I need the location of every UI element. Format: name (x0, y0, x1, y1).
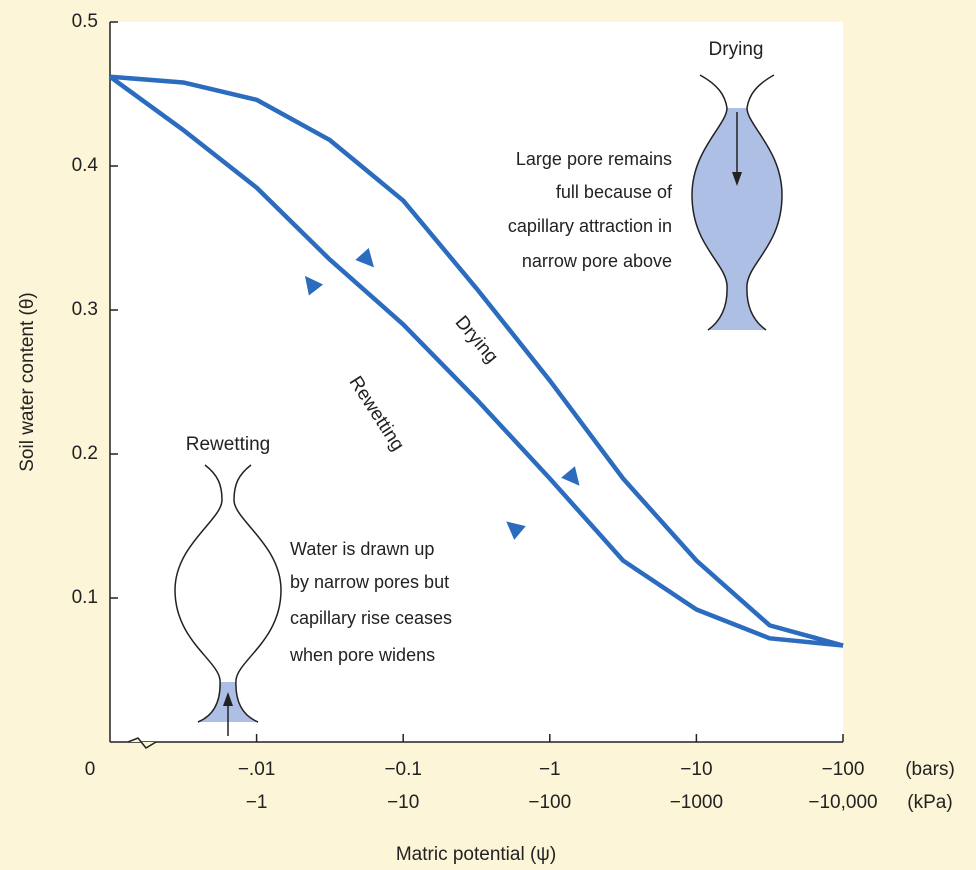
y-tick-label: 0.4 (72, 155, 99, 176)
y-tick-label: 0.2 (72, 443, 98, 464)
annotation: capillary attraction in (508, 216, 672, 236)
x-tick-label: −100 (822, 759, 865, 780)
x-tick-label-kpa: −1 (246, 792, 268, 813)
x-tick-label: −1 (539, 759, 561, 780)
pore-arrow-head (223, 692, 233, 706)
direction-arrow (304, 275, 324, 296)
direction-arrow (561, 466, 580, 486)
y-axis-label: Soil water content (θ) (17, 292, 38, 472)
pore-wall (174, 464, 223, 723)
annotation: by narrow pores but (290, 572, 449, 592)
y-tick-label: 0.1 (72, 587, 98, 608)
pore-wall (691, 74, 728, 331)
annotation: narrow pore above (522, 251, 672, 271)
x-tick-label: −10 (680, 759, 712, 780)
y-tick-label: 0.3 (72, 299, 98, 320)
pore-arrow-head (732, 172, 742, 186)
x-axis-label: Matric potential (ψ) (396, 844, 556, 865)
pore-label: Rewetting (186, 434, 271, 455)
pore-wall (233, 464, 282, 723)
direction-arrow (506, 521, 526, 540)
x-tick-label: −.01 (238, 759, 276, 780)
pore-water (692, 108, 782, 330)
x-units: (kPa) (907, 792, 952, 813)
annotation: Water is drawn up (290, 539, 434, 559)
x-tick-label: −0.1 (384, 759, 422, 780)
x-origin-label: 0 (85, 759, 96, 780)
data-line (109, 74, 844, 648)
axis-break (127, 737, 157, 749)
x-tick-label-kpa: −100 (528, 792, 571, 813)
annotation: capillary rise ceases (290, 608, 452, 628)
annotation: when pore widens (289, 645, 435, 665)
x-units: (bars) (905, 759, 955, 780)
direction-arrow (355, 247, 375, 268)
pore-wall (746, 74, 783, 331)
annotation: Large pore remains (516, 149, 672, 169)
x-tick-label-kpa: −10,000 (808, 792, 877, 813)
y-tick-label: 0.5 (72, 11, 98, 32)
x-tick-label-kpa: −1000 (670, 792, 723, 813)
x-tick-label-kpa: −10 (387, 792, 419, 813)
annotation: full because of (556, 182, 673, 202)
data-line (108, 74, 844, 648)
pore-label: Drying (709, 39, 764, 60)
